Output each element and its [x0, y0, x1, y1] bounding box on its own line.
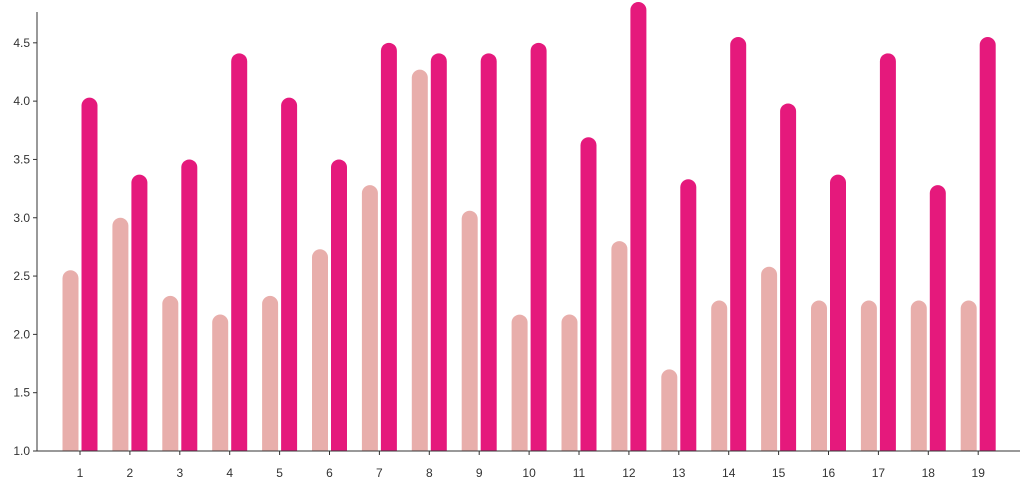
bar-series-2-cat-2: [131, 174, 148, 451]
x-tick-label: 2: [127, 466, 134, 480]
bar-series-1-cat-14: [711, 300, 728, 451]
bar-series-1-cat-2: [112, 217, 129, 451]
y-tick-label: 4.0: [13, 94, 30, 108]
x-axis-ticks: 1 2 3 4 5 6 7 8 9 10 11 12 13 14 15 16 17 18 19: [77, 451, 986, 480]
x-tick-label: 18: [922, 466, 936, 480]
bar-series-2-cat-17: [879, 53, 896, 452]
bar-series-2-cat-10: [530, 42, 547, 452]
bar-series-2-cat-3: [181, 159, 198, 451]
x-tick-label: 12: [622, 466, 636, 480]
bar-series-2-cat-19: [979, 36, 996, 452]
bar-series-2-cat-1: [81, 97, 98, 452]
y-tick-label: 3.5: [13, 152, 30, 166]
bar-series-2-cat-14: [730, 36, 747, 452]
x-tick-label: 15: [772, 466, 786, 480]
bar-series-2-cat-6: [331, 159, 347, 451]
bar-series-1-cat-18: [910, 300, 927, 451]
bar-series-1-cat-17: [860, 300, 877, 451]
bar-series-2-cat-16: [830, 174, 846, 451]
x-tick-label: 16: [822, 466, 836, 480]
y-axis-ticks: 1.0 1.5 2.0 2.5 3.0 3.5 4.0 4.5: [13, 36, 37, 458]
bar-series-1-cat-10: [511, 314, 528, 451]
x-tick-label: 5: [276, 466, 283, 480]
x-tick-label: 8: [426, 466, 433, 480]
x-tick-label: 4: [226, 466, 233, 480]
bar-series-1-cat-7: [361, 185, 378, 451]
bar-series-1-cat-5: [262, 295, 279, 451]
bar-series-1-cat-19: [960, 300, 977, 451]
y-tick-label: 2.5: [13, 269, 30, 283]
x-tick-label: 17: [872, 466, 886, 480]
x-tick-label: 19: [972, 466, 986, 480]
bar-series-2-cat-11: [580, 137, 597, 451]
x-tick-label: 14: [722, 466, 736, 480]
bar-series-1-cat-1: [62, 270, 79, 451]
bar-series-2-cat-4: [231, 53, 248, 452]
bar-series-1-cat-16: [811, 300, 827, 451]
bars-group: [62, 2, 996, 452]
bar-series-2-cat-15: [780, 103, 797, 451]
x-tick-label: 11: [573, 466, 586, 480]
y-tick-label: 1.0: [13, 444, 30, 458]
x-tick-label: 7: [376, 466, 383, 480]
bar-series-2-cat-9: [480, 53, 497, 452]
x-tick-label: 10: [522, 466, 536, 480]
bar-series-1-cat-13: [661, 369, 678, 451]
y-tick-label: 1.5: [13, 386, 30, 400]
bar-series-1-cat-4: [212, 314, 229, 451]
bar-series-2-cat-5: [281, 97, 298, 452]
x-tick-label: 13: [672, 466, 686, 480]
bar-series-2-cat-12: [630, 2, 647, 451]
bar-series-2-cat-18: [929, 185, 946, 451]
bar-series-1-cat-11: [561, 314, 578, 451]
y-tick-label: 3.0: [13, 211, 30, 225]
x-tick-label: 6: [326, 466, 333, 480]
bar-series-1-cat-12: [611, 241, 628, 451]
bar-series-1-cat-3: [162, 295, 179, 451]
x-tick-label: 1: [77, 466, 84, 480]
y-tick-label: 4.5: [13, 36, 30, 50]
bar-series-1-cat-9: [461, 210, 478, 451]
bar-series-2-cat-13: [680, 179, 697, 452]
bar-series-1-cat-6: [312, 249, 328, 451]
bar-series-1-cat-8: [411, 69, 428, 452]
bar-series-2-cat-8: [430, 53, 447, 452]
x-tick-label: 9: [476, 466, 483, 480]
y-tick-label: 2.0: [13, 327, 30, 341]
bar-series-2-cat-7: [380, 42, 397, 452]
bar-series-1-cat-15: [761, 266, 778, 451]
x-tick-label: 3: [176, 466, 183, 480]
